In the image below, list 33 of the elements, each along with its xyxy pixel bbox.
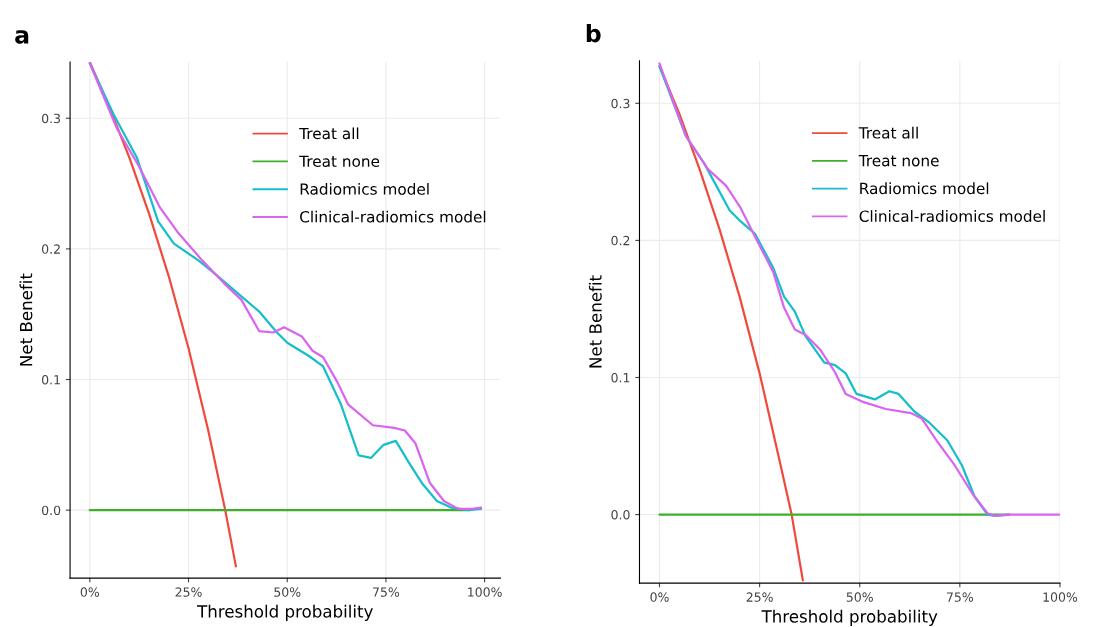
x-tick-label: 100% bbox=[1043, 592, 1078, 602]
x-tick-label: 0% bbox=[80, 587, 100, 597]
legend-label: Treat all bbox=[299, 127, 359, 140]
x-axis-title: Threshold probability bbox=[197, 604, 373, 621]
chart-title: b bbox=[586, 24, 601, 43]
legend-label: Radiomics model bbox=[300, 182, 429, 195]
y-tick-label: 0.3 bbox=[611, 98, 630, 109]
chart-title: a bbox=[15, 30, 29, 44]
x-tick-label: 0% bbox=[650, 592, 669, 602]
x-tick-label: 25% bbox=[175, 587, 202, 597]
line-series bbox=[88, 62, 238, 568]
x-axis-title: Threshold probability bbox=[761, 609, 938, 626]
y-tick-label: 0.0 bbox=[611, 510, 630, 520]
legend-label: Radiomics model bbox=[860, 182, 989, 195]
y-tick-label: 0.2 bbox=[42, 244, 60, 254]
y-axis-title: Net Benefit bbox=[19, 273, 33, 366]
legend-label: Clinical-radiomics model bbox=[859, 210, 1045, 222]
x-tick-label: 75% bbox=[946, 592, 974, 602]
legend-label: Treat none bbox=[299, 155, 380, 168]
y-tick-label: 0.1 bbox=[42, 375, 60, 385]
x-tick-label: 25% bbox=[746, 592, 773, 602]
x-tick-label: 75% bbox=[373, 587, 400, 597]
legend-label: Clinical-radiomics model bbox=[300, 210, 486, 223]
legend-label: Treat none bbox=[858, 155, 939, 167]
x-tick-label: 50% bbox=[846, 592, 873, 602]
y-tick-label: 0.0 bbox=[42, 505, 61, 516]
y-tick-label: 0.2 bbox=[611, 235, 630, 246]
x-tick-label: 100% bbox=[468, 587, 502, 597]
y-tick-label: 0.1 bbox=[611, 372, 630, 383]
x-tick-label: 50% bbox=[274, 587, 301, 597]
legend-label: Treat all bbox=[858, 126, 918, 139]
y-axis-title: Net Benefit bbox=[588, 275, 602, 368]
y-tick-label: 0.3 bbox=[42, 113, 61, 124]
